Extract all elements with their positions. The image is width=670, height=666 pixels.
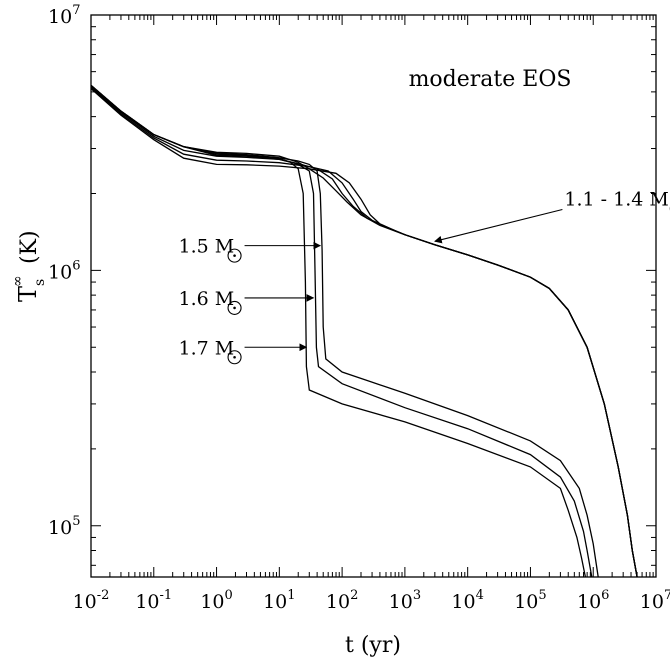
solar-mass-icon <box>227 248 242 263</box>
y-axis-label-sup: ∞ <box>10 275 26 287</box>
x-tick-label-base: 10 <box>640 591 664 613</box>
x-tick-label-exp: 6 <box>601 588 609 603</box>
x-tick-label: 10-2 <box>73 588 110 613</box>
x-tick-label-base: 10 <box>389 591 413 613</box>
major-ticks <box>90 14 657 577</box>
y-tick-label: 106 <box>48 258 80 283</box>
panel-label: moderate EOS <box>409 67 572 92</box>
solar-mass-dot-icon <box>233 306 236 310</box>
plot-frame <box>90 14 657 578</box>
y-tick-label-exp: 5 <box>72 514 80 529</box>
y-tick-label-exp: 6 <box>72 258 80 273</box>
x-tick-label-exp: 4 <box>476 588 484 603</box>
y-axis-label: T s ∞ (K) <box>10 230 48 302</box>
curve-3 <box>90 87 638 578</box>
annotation-arrow <box>434 208 563 244</box>
x-tick-label: 104 <box>451 588 483 613</box>
cooling-curves <box>90 84 638 578</box>
x-tick-label: 103 <box>389 588 421 613</box>
curve-6 <box>90 84 593 578</box>
y-tick-label: 107 <box>48 3 80 28</box>
y-tick-label-base: 10 <box>48 261 72 283</box>
x-tick-label-exp: 2 <box>350 588 358 603</box>
x-tick-label-exp: 5 <box>538 588 546 603</box>
annotation-label: 1.6 M <box>179 288 235 310</box>
minor-ticks <box>91 15 656 577</box>
x-tick-label-base: 10 <box>451 591 475 613</box>
x-tick-label-base: 10 <box>73 591 97 613</box>
annotation-label: 1.5 M <box>179 236 235 258</box>
annotation-label: 1.1 - 1.4 M <box>564 189 668 211</box>
x-tick-label-exp: 3 <box>413 588 421 603</box>
curve-4 <box>90 88 638 578</box>
annotation-3: 1.6 M <box>179 288 315 315</box>
x-tick-label-base: 10 <box>263 591 287 613</box>
y-tick-label-base: 10 <box>48 517 72 539</box>
solar-mass-dot-icon <box>233 355 236 359</box>
y-tick-label-exp: 7 <box>72 3 80 18</box>
x-tick-label-exp: -1 <box>160 588 173 603</box>
solar-mass-icon <box>227 350 242 365</box>
x-tick-label: 105 <box>514 588 546 613</box>
solar-mass-dot-icon <box>233 254 236 257</box>
y-axis-label-sub: s <box>32 279 48 286</box>
annotation-4: 1.7 M <box>179 337 308 365</box>
x-tick-label: 106 <box>577 588 609 613</box>
x-tick-label-exp: 1 <box>287 588 295 603</box>
annotation-2: 1.5 M <box>179 236 322 263</box>
solar-mass-icon <box>227 300 242 315</box>
x-tick-labels: 10-2 10-1 100 101 102 103 104 105 106 107 <box>73 588 670 613</box>
x-tick-label: 107 <box>640 588 670 613</box>
y-axis-label-main: T <box>14 286 42 302</box>
x-tick-label: 101 <box>263 588 295 613</box>
y-tick-label-base: 10 <box>48 6 72 28</box>
x-tick-label: 10-1 <box>135 588 172 613</box>
curve-7 <box>90 84 587 578</box>
curve-1 <box>90 84 638 578</box>
x-tick-label-base: 10 <box>135 591 159 613</box>
x-tick-label-base: 10 <box>577 591 601 613</box>
y-axis-label-unit: (K) <box>17 230 42 264</box>
annotations: 1.1 - 1.4 M 1.5 M 1.6 M 1.7 M <box>179 189 670 365</box>
x-tick-label-exp: 0 <box>225 588 233 603</box>
y-tick-label: 105 <box>48 514 80 539</box>
x-tick-label: 100 <box>200 588 232 613</box>
annotation-1: 1.1 - 1.4 M <box>434 189 670 244</box>
curve-5 <box>90 84 599 578</box>
x-tick-label-exp: -2 <box>97 588 110 603</box>
curve-2 <box>90 86 638 578</box>
x-tick-label: 102 <box>326 588 358 613</box>
x-axis-label: t (yr) <box>345 633 401 658</box>
annotation-label: 1.7 M <box>179 337 235 359</box>
x-tick-label-exp: 7 <box>664 588 670 603</box>
x-tick-label-base: 10 <box>326 591 350 613</box>
x-tick-label-base: 10 <box>200 591 224 613</box>
x-tick-label-base: 10 <box>514 591 538 613</box>
